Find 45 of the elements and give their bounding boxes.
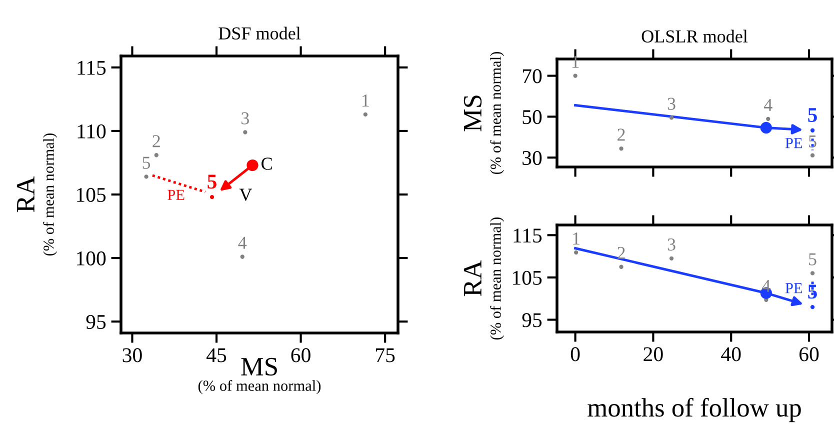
chart-title: DSF model [218, 26, 301, 40]
annotation: V [239, 188, 252, 201]
y-axis-title: RA (% of mean normal) [464, 217, 504, 340]
annotation: PE [785, 283, 802, 294]
annotation: 5 [142, 156, 150, 169]
annotation: 5 [208, 174, 216, 189]
annotation: 2 [618, 128, 625, 141]
annotation: 4 [764, 99, 772, 111]
y-tick-label: 50 [522, 110, 542, 124]
annotation: C [262, 158, 272, 170]
y-tick-label: 95 [522, 313, 542, 328]
x-tick-label: 75 [376, 348, 395, 362]
y-axis-title: RA (% of mean normal) [16, 133, 58, 256]
annotation: 1 [362, 94, 369, 106]
annotation: 5 [808, 108, 817, 122]
annotation: 4 [238, 236, 247, 249]
annotation: 5 [809, 136, 816, 148]
annotation: 1 [573, 232, 580, 244]
y-tick-label: 30 [522, 150, 542, 166]
y-tick-label: 70 [522, 69, 542, 84]
x-axis-title: months of follow up [588, 398, 801, 422]
annotation: 3 [668, 98, 676, 110]
y-axis-title: MS (% of mean normal) [464, 52, 504, 174]
annotation: PE [785, 138, 802, 148]
annotation: 5 [809, 253, 816, 266]
x-tick-label: 20 [644, 347, 663, 362]
annotation: 3 [242, 112, 249, 124]
y-tick-label: 105 [513, 270, 542, 285]
chart-title: OLSLR model [642, 30, 748, 43]
x-tick-label: 60 [799, 347, 819, 362]
y-tick-label: 115 [514, 228, 542, 243]
annotation: 2 [152, 135, 160, 148]
annotation: 2 [618, 246, 625, 259]
annotation: 3 [668, 238, 676, 251]
x-tick-label: 40 [721, 347, 741, 362]
annotation: 5 [808, 284, 817, 299]
y-tick-label: 105 [77, 188, 106, 202]
y-tick-label: 115 [78, 60, 106, 75]
x-tick-label: 60 [291, 348, 310, 362]
x-tick-label: 30 [122, 348, 142, 362]
y-tick-label: 110 [78, 124, 106, 138]
y-tick-label: 100 [77, 251, 106, 266]
y-tick-label: 95 [86, 314, 106, 329]
annotation: PE [168, 190, 184, 200]
x-tick-label: 0 [570, 347, 580, 362]
